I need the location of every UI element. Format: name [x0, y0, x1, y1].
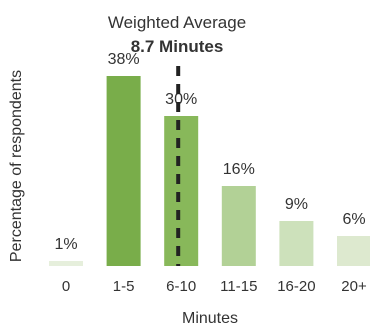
data-label-16-20: 9%: [285, 196, 308, 213]
x-tick-label-6-10: 6-10: [166, 278, 196, 295]
x-tick-label-20+: 20+: [341, 278, 367, 295]
x-tick-label-1-5: 1-5: [113, 278, 135, 295]
bar-series: 1% 0 38% 1-5 30% 6-10 16% 11-15 9% 16-20 6% 20+: [49, 51, 370, 295]
bar-20+: [337, 236, 370, 266]
bar-11-15: [221, 186, 256, 266]
data-label-0: 1%: [54, 236, 77, 253]
bar-1-5: [106, 76, 141, 266]
bar-6-10: [164, 116, 199, 266]
data-label-20+: 6%: [342, 211, 365, 228]
x-axis-label: Minutes: [182, 310, 238, 327]
bar-0: [49, 261, 83, 266]
x-tick-label-16-20: 16-20: [277, 278, 315, 295]
bar-16-20: [279, 221, 314, 266]
y-axis-label: Percentage of respondents: [8, 70, 25, 262]
x-tick-label-11-15: 11-15: [220, 278, 257, 295]
x-tick-label-0: 0: [62, 278, 70, 295]
data-label-1-5: 38%: [108, 51, 140, 68]
data-label-11-15: 16%: [223, 161, 255, 178]
annotation-title: Weighted Average: [108, 13, 246, 32]
data-label-6-10: 30%: [165, 91, 197, 108]
annotation-value: 8.7 Minutes: [131, 37, 224, 56]
